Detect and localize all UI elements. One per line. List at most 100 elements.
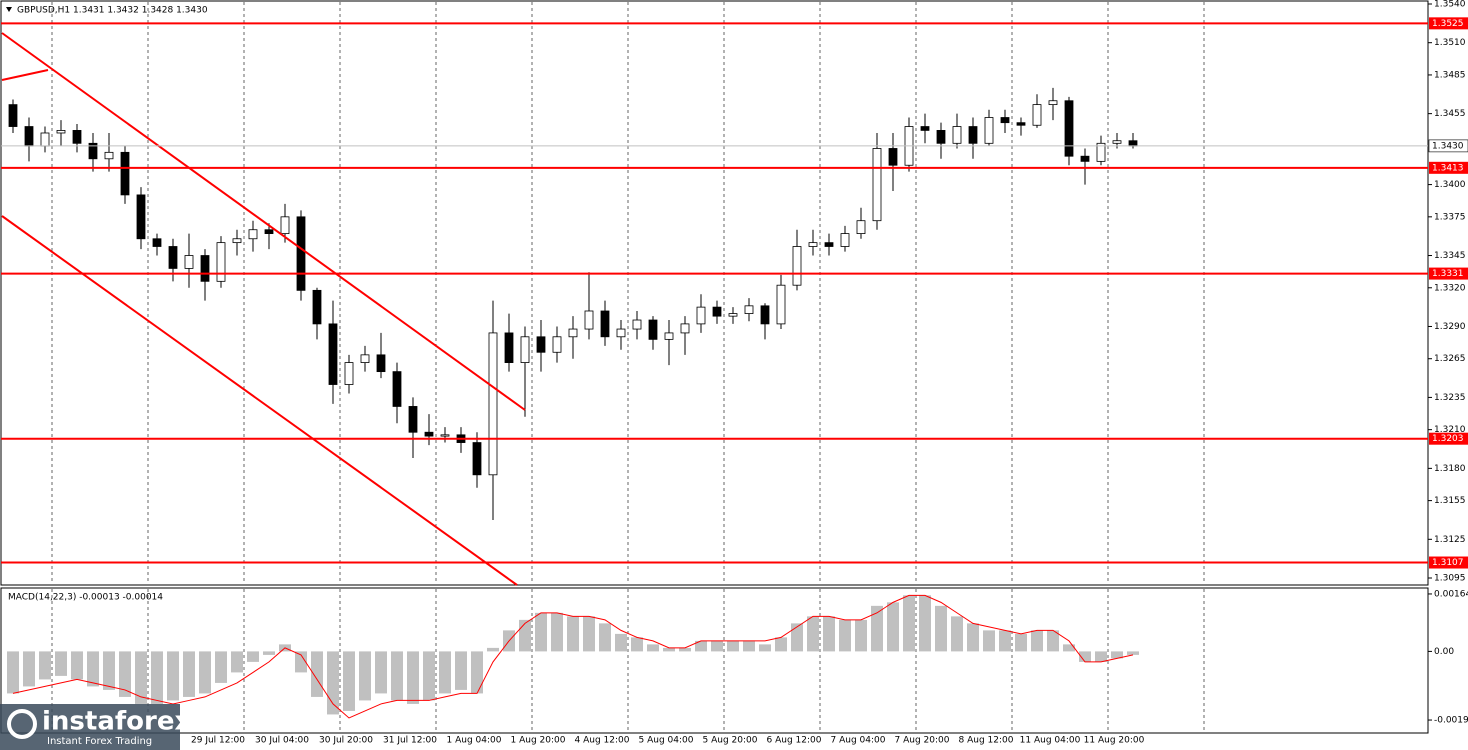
y-tick-label: 1.3375 bbox=[1434, 212, 1466, 222]
x-tick-label: 31 Jul 12:00 bbox=[383, 736, 437, 746]
candle-body bbox=[552, 336, 562, 353]
plot bbox=[7, 87, 1139, 719]
macd-bar bbox=[679, 647, 691, 652]
macd-frame bbox=[0, 587, 1429, 734]
macd-bar bbox=[327, 651, 339, 715]
macd-bar bbox=[391, 651, 403, 701]
macd-bar bbox=[167, 651, 179, 701]
candle-body bbox=[120, 151, 130, 196]
y-tick-label: 1.3210 bbox=[1434, 425, 1466, 435]
candle-body bbox=[264, 229, 274, 234]
level-box bbox=[1429, 17, 1468, 30]
price-frame bbox=[0, 0, 1429, 586]
x-tick-label: 7 Aug 04:00 bbox=[831, 736, 886, 746]
candle-body bbox=[1000, 117, 1010, 124]
y-tick-label: 1.3485 bbox=[1434, 70, 1466, 80]
candle-body bbox=[632, 319, 642, 330]
y-tick-label: 1.3400 bbox=[1434, 180, 1466, 190]
y-tick-label: 1.3540 bbox=[1434, 0, 1466, 10]
macd-bar bbox=[727, 640, 739, 652]
macd-bar bbox=[423, 651, 435, 701]
macd-bar bbox=[983, 630, 995, 652]
channel-lower bbox=[1, 215, 518, 586]
macd-bar bbox=[775, 637, 787, 652]
y-tick-label: 1.3155 bbox=[1434, 496, 1466, 506]
macd-bar bbox=[695, 640, 707, 652]
macd-bar bbox=[71, 651, 83, 680]
y-tick-label: 1.3510 bbox=[1434, 38, 1466, 48]
candle-body bbox=[760, 305, 770, 325]
macd-bar bbox=[1127, 651, 1139, 655]
y-tick-label: 1.3320 bbox=[1434, 283, 1466, 293]
macd-bar bbox=[295, 651, 307, 673]
candle-body bbox=[24, 126, 34, 147]
macd-signal bbox=[12, 594, 1134, 719]
macd-bar bbox=[1047, 630, 1059, 652]
candle-body bbox=[104, 151, 114, 160]
level-label: 1.3107 bbox=[1432, 558, 1464, 568]
candle-body bbox=[536, 336, 546, 353]
macd-bar bbox=[631, 637, 643, 652]
macd-bar bbox=[1111, 651, 1123, 659]
candle-body bbox=[392, 371, 402, 407]
x-tick-label: 6 Aug 12:00 bbox=[767, 736, 822, 746]
trendline bbox=[1, 69, 49, 81]
macd-bar bbox=[23, 651, 35, 687]
macd-bar bbox=[935, 605, 947, 652]
level-label: 1.3331 bbox=[1432, 269, 1464, 279]
candle-body bbox=[824, 242, 834, 247]
candle-body bbox=[408, 406, 418, 433]
y-tick-label: 1.3345 bbox=[1434, 251, 1466, 261]
candle-body bbox=[568, 328, 578, 338]
macd-bar bbox=[343, 651, 355, 711]
candle-body bbox=[1096, 142, 1106, 162]
candle-body bbox=[312, 289, 322, 325]
candle-body bbox=[136, 194, 146, 240]
y-tick-label: 1.3125 bbox=[1434, 535, 1466, 545]
macd-y-tick-label: 0.00164 bbox=[1434, 589, 1468, 599]
level-box bbox=[1429, 556, 1468, 569]
macd-bar bbox=[119, 651, 131, 697]
macd-bar bbox=[455, 651, 467, 690]
macd-bar bbox=[183, 651, 195, 697]
macd-bar bbox=[231, 651, 243, 673]
candle-body bbox=[584, 310, 594, 330]
candle-body bbox=[296, 216, 306, 291]
x-tick-label: 5 Aug 20:00 bbox=[703, 736, 758, 746]
watermark-brand: instaforex bbox=[42, 707, 192, 737]
macd-bar bbox=[551, 612, 563, 652]
candle-body bbox=[888, 148, 898, 166]
macd-bar bbox=[791, 623, 803, 652]
macd-bar bbox=[263, 651, 275, 655]
candle-body bbox=[1064, 100, 1074, 157]
candle-body bbox=[840, 233, 850, 247]
macd-title: MACD(14,22,3) -0.00013 -0.00014 bbox=[8, 593, 163, 603]
macd-bar bbox=[375, 651, 387, 694]
macd-bar bbox=[711, 640, 723, 652]
candle-body bbox=[40, 132, 50, 147]
candle-body bbox=[696, 306, 706, 325]
macd-bar bbox=[407, 651, 419, 704]
y-tick-label: 1.3290 bbox=[1434, 322, 1466, 332]
candle-body bbox=[232, 238, 242, 244]
macd-bar bbox=[1079, 651, 1091, 662]
candle-body bbox=[872, 148, 882, 222]
macd-bar bbox=[519, 619, 531, 652]
candle-body bbox=[440, 434, 450, 437]
macd-bar bbox=[359, 651, 371, 701]
macd-bar bbox=[647, 644, 659, 652]
macd-bar bbox=[215, 651, 227, 683]
macd-bar bbox=[759, 644, 771, 652]
macd-bar bbox=[471, 651, 483, 694]
macd-bar bbox=[839, 619, 851, 652]
x-tick-label: 7 Aug 20:00 bbox=[895, 736, 950, 746]
candle-body bbox=[488, 332, 498, 476]
candle-body bbox=[200, 255, 210, 282]
candle-body bbox=[1080, 155, 1090, 162]
level-label: 1.3203 bbox=[1432, 434, 1464, 444]
macd-bar bbox=[999, 630, 1011, 652]
level-label: 1.3413 bbox=[1432, 163, 1464, 173]
candle-body bbox=[712, 306, 722, 317]
y-tick-label: 1.3235 bbox=[1434, 393, 1466, 403]
macd-bar bbox=[39, 651, 51, 680]
